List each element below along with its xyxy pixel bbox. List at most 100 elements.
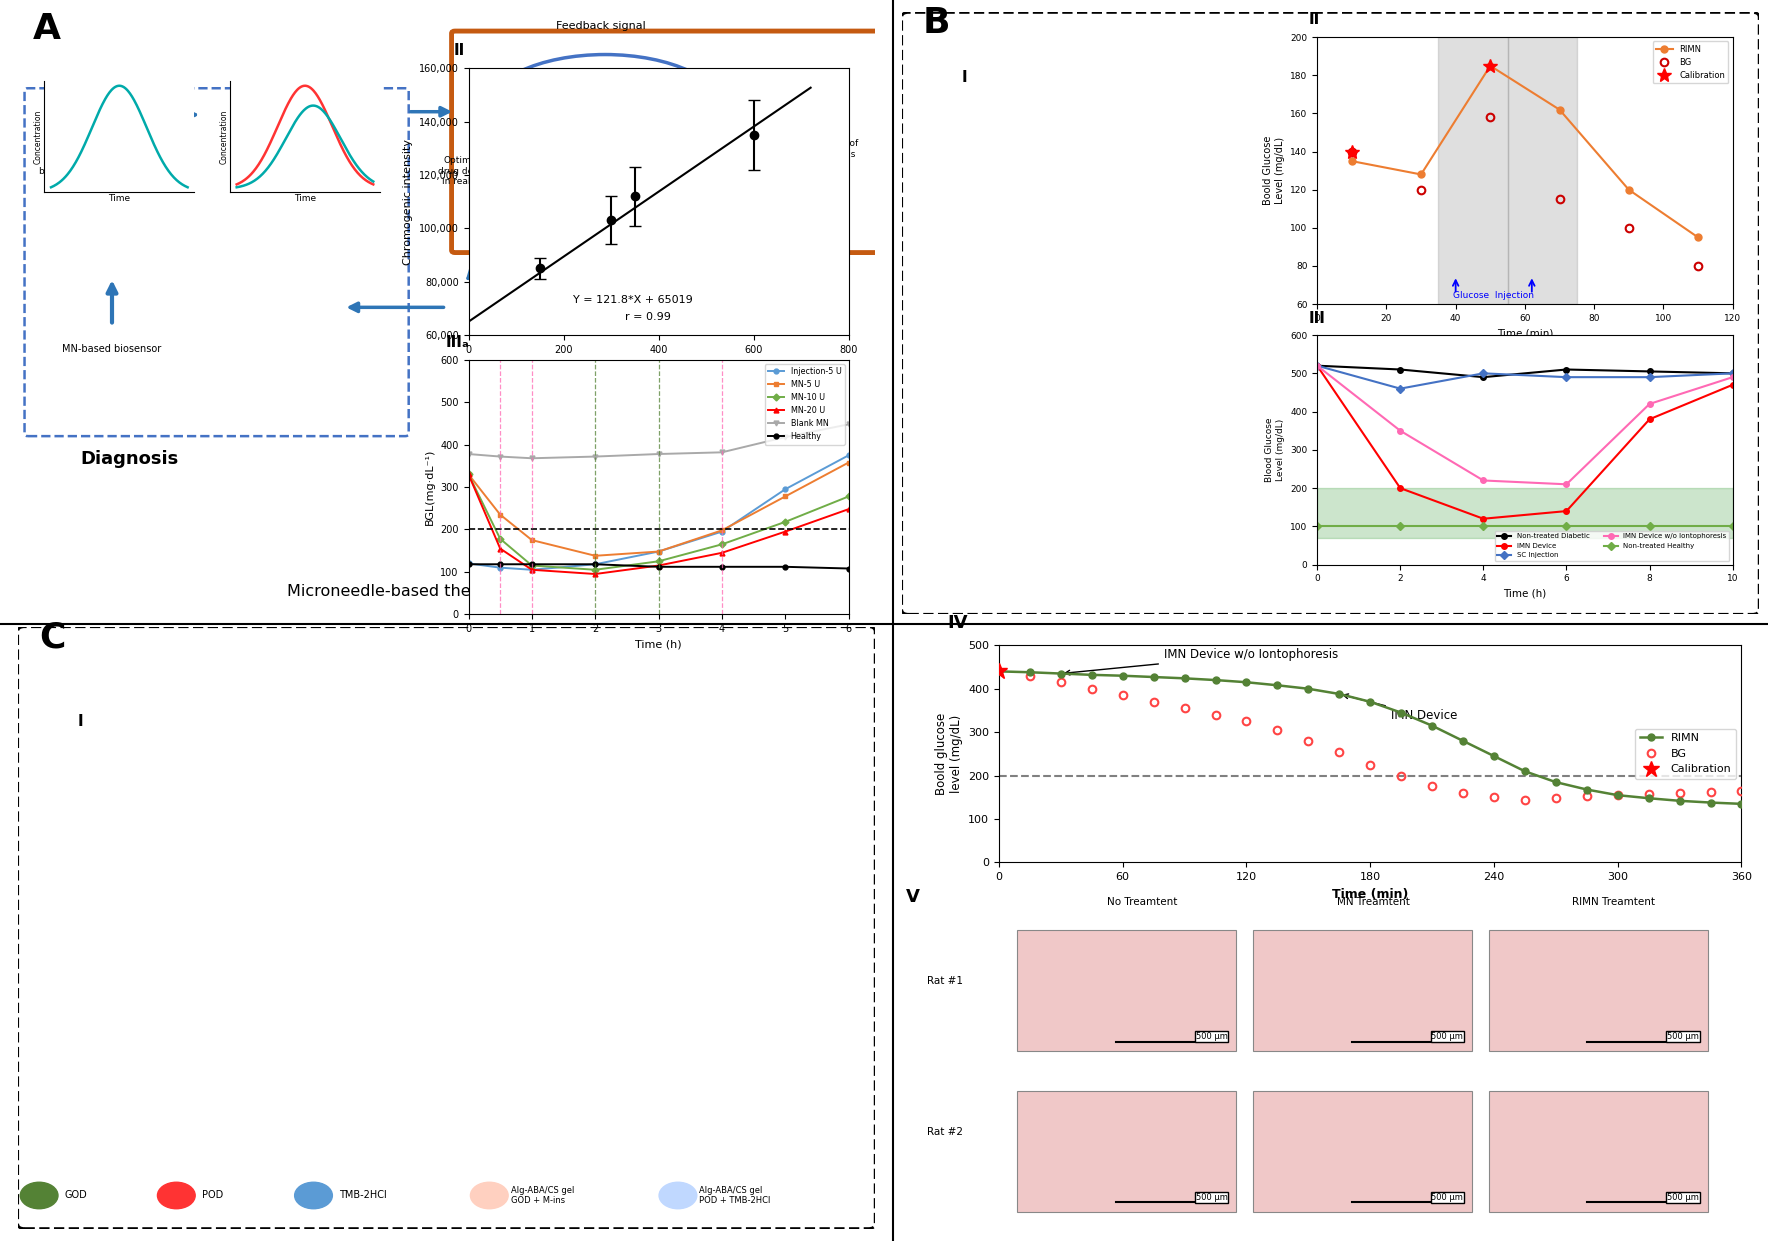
BG <box>1483 791 1505 805</box>
Text: r = 0.99: r = 0.99 <box>626 313 672 323</box>
RIMN <box>1342 154 1363 169</box>
Text: MN-based on-demand
therapy: MN-based on-demand therapy <box>573 279 681 300</box>
Legend: RIMN, BG, Calibration: RIMN, BG, Calibration <box>1653 41 1729 83</box>
MN-10 U <box>458 467 479 482</box>
RIMN <box>1607 788 1628 803</box>
BG <box>1549 192 1570 207</box>
Line: Calibration: Calibration <box>1345 58 1497 159</box>
Line: Healthy: Healthy <box>467 562 850 571</box>
BG <box>1112 688 1133 702</box>
IMN Device <box>1639 412 1660 427</box>
Healthy <box>774 560 796 575</box>
BG <box>1618 221 1639 236</box>
BG <box>1421 779 1443 794</box>
Legend: RIMN, BG, Calibration: RIMN, BG, Calibration <box>1635 728 1736 779</box>
Blank MN <box>522 450 543 465</box>
Text: Alg-ABA/CS gel
GOD + M-ins: Alg-ABA/CS gel GOD + M-ins <box>511 1186 575 1205</box>
SC Injection <box>1307 359 1328 374</box>
Text: B: B <box>923 6 951 41</box>
Line: BG: BG <box>1025 671 1745 803</box>
RIMN <box>1018 665 1040 680</box>
MN-10 U <box>711 537 732 552</box>
Text: 500 μm: 500 μm <box>1432 1193 1464 1201</box>
Legend: Non-treated Diabetic, IMN Device, SC Injection, IMN Device w/o Iontophoresis, No: Non-treated Diabetic, IMN Device, SC Inj… <box>1494 531 1729 561</box>
Line: MN-10 U: MN-10 U <box>467 472 850 572</box>
MN-20 U <box>585 567 606 582</box>
BG <box>1513 792 1535 807</box>
MN-20 U <box>458 467 479 482</box>
Injection-5 U <box>838 448 859 463</box>
BG <box>1480 110 1501 125</box>
Text: A: A <box>34 12 62 46</box>
Text: 500 μm: 500 μm <box>1195 1033 1227 1041</box>
BG <box>1018 668 1040 683</box>
RIMN <box>1082 668 1103 683</box>
Text: III: III <box>1308 311 1326 326</box>
MN-5 U <box>774 489 796 504</box>
Blank MN <box>711 444 732 459</box>
MN-20 U <box>711 545 732 560</box>
Circle shape <box>470 1183 507 1209</box>
RIMN <box>1421 719 1443 733</box>
Line: SC Injection: SC Injection <box>1314 362 1736 391</box>
Text: No Treamtent: No Treamtent <box>1107 897 1177 907</box>
Non-treated Diabetic <box>1639 364 1660 379</box>
BG <box>1731 783 1752 798</box>
Line: Injection-5 U: Injection-5 U <box>467 453 850 572</box>
Calibration <box>1342 144 1363 159</box>
Y-axis label: Blood Glucose
Level (mg/dL): Blood Glucose Level (mg/dL) <box>1266 418 1285 482</box>
Healthy <box>649 560 670 575</box>
Injection-5 U <box>774 482 796 496</box>
Text: 500 μm: 500 μm <box>1667 1033 1699 1041</box>
Text: Rat #1: Rat #1 <box>926 975 962 987</box>
RIMN <box>1206 673 1227 688</box>
Line: RIMN: RIMN <box>1349 62 1701 241</box>
MN-5 U <box>838 455 859 470</box>
BG <box>1206 707 1227 722</box>
Text: IIIₐ: IIIₐ <box>446 335 470 350</box>
X-axis label: Time (h): Time (h) <box>635 639 682 649</box>
Text: 500 μm: 500 μm <box>1195 1193 1227 1201</box>
Text: MN-based biosensor: MN-based biosensor <box>62 345 161 355</box>
RIMN <box>1266 678 1287 692</box>
IMN Device <box>1556 504 1577 519</box>
Line: IMN Device: IMN Device <box>1314 362 1736 521</box>
Healthy <box>522 557 543 572</box>
Text: Glucose  Injection: Glucose Injection <box>1453 292 1535 300</box>
X-axis label: Time (h): Time (h) <box>1503 589 1547 599</box>
BG <box>1236 714 1257 728</box>
BG <box>1607 788 1628 803</box>
Healthy <box>458 557 479 572</box>
MN-20 U <box>522 562 543 577</box>
MN-10 U <box>774 515 796 530</box>
Non-treated Diabetic <box>1307 359 1328 374</box>
Circle shape <box>19 1183 58 1209</box>
IMN Device <box>1473 511 1494 526</box>
Blank MN <box>649 447 670 462</box>
MN-10 U <box>585 562 606 577</box>
Injection-5 U <box>522 562 543 577</box>
RIMN <box>1390 705 1411 720</box>
BG <box>1701 784 1722 799</box>
IMN Device <box>1390 480 1411 495</box>
BG <box>1298 733 1319 748</box>
BG <box>1390 768 1411 783</box>
Text: C: C <box>39 620 65 655</box>
Bar <box>1508 37 1577 304</box>
IMN Device w/o Iontophoresis <box>1473 473 1494 488</box>
Non-treated Diabetic <box>1473 370 1494 385</box>
BG <box>1330 745 1351 759</box>
BG <box>1050 675 1071 690</box>
RIMN <box>1669 793 1690 808</box>
MN-10 U <box>490 531 511 546</box>
IMN Device w/o Iontophoresis <box>1307 359 1328 374</box>
RIMN <box>1513 764 1535 779</box>
IMN Device <box>1307 359 1328 374</box>
Line: Blank MN: Blank MN <box>467 422 850 460</box>
Blank MN <box>490 449 511 464</box>
RIMN <box>1483 748 1505 763</box>
Healthy <box>838 561 859 576</box>
RIMN <box>1480 58 1501 73</box>
Legend: Injection-5 U, MN-5 U, MN-10 U, MN-20 U, Blank MN, Healthy: Injection-5 U, MN-5 U, MN-10 U, MN-20 U,… <box>766 364 845 444</box>
IMN Device w/o Iontophoresis <box>1390 423 1411 438</box>
